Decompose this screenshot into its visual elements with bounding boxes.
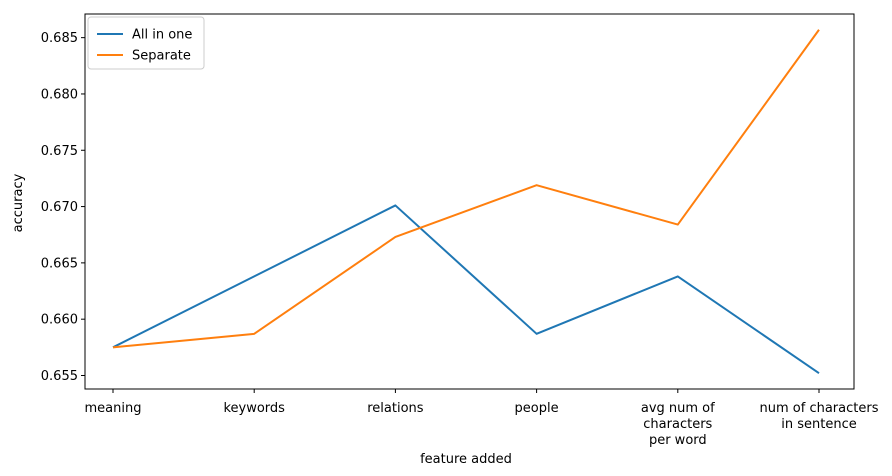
y-axis-ticks: 0.655 0.660 0.665 0.670 0.675 0.680 0.685: [41, 31, 85, 384]
y-tick-label: 0.685: [41, 31, 78, 46]
y-tick-label: 0.670: [41, 200, 78, 215]
x-tick-label: avg num of characters per word: [641, 401, 715, 448]
x-tick-label: people: [515, 401, 559, 416]
legend-label: Separate: [132, 49, 191, 64]
plot-frame: [84, 13, 855, 390]
y-tick-label: 0.655: [41, 369, 78, 384]
legend-label: All in one: [132, 28, 192, 43]
series-line-0: [112, 204, 820, 375]
series-line-1: [112, 29, 820, 349]
x-tick-label: meaning: [85, 401, 142, 416]
legend: All in one Separate: [87, 16, 205, 70]
x-tick-label-line: meaning: [85, 401, 142, 416]
y-tick-label: 0.680: [41, 87, 78, 102]
y-tick-label: 0.675: [41, 144, 78, 159]
x-tick-label-line: per word: [649, 433, 707, 448]
x-tick-label: relations: [367, 401, 424, 416]
x-tick-label-line: relations: [367, 401, 424, 416]
series-lines: [112, 29, 820, 375]
x-axis-ticks: meaning keywords relations people avg num of…: [85, 389, 879, 448]
x-tick-label-line: people: [515, 401, 559, 416]
plot-background: [85, 14, 854, 389]
y-tick-label: 0.660: [41, 313, 78, 328]
x-tick-label-line: in sentence: [781, 417, 856, 432]
y-axis-label: accuracy: [11, 173, 26, 232]
x-tick-label: keywords: [223, 401, 285, 416]
x-tick-label-line: num of characters: [760, 401, 879, 416]
x-tick-label-line: avg num of: [641, 401, 715, 416]
x-tick-label: num of characters in sentence: [760, 401, 879, 432]
x-axis-label: feature added: [420, 452, 512, 467]
y-tick-label: 0.665: [41, 256, 78, 271]
x-tick-label-line: characters: [643, 417, 712, 432]
x-tick-label-line: keywords: [223, 401, 285, 416]
